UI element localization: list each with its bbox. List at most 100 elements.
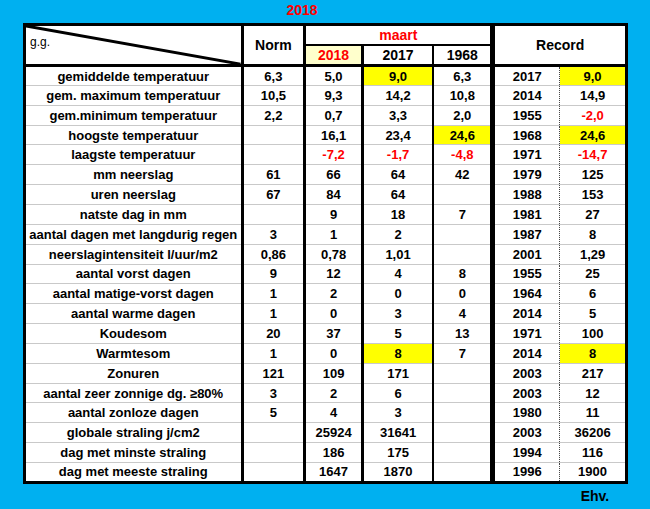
cell-y1968 xyxy=(433,383,493,403)
cell-rec_value: 125 xyxy=(560,165,627,185)
cell-y2018: 2 xyxy=(305,383,363,403)
cell-rec_value: 11 xyxy=(560,403,627,423)
column-header-1968: 1968 xyxy=(433,45,493,66)
cell-y1968: 24,6 xyxy=(433,125,493,145)
row-label: gem. maximum temperatuur xyxy=(25,85,243,105)
cell-y2017: 1870 xyxy=(362,462,433,482)
cell-rec_year: 1994 xyxy=(493,443,560,463)
table-row: gem. maximum temperatuur10,59,314,210,82… xyxy=(25,85,627,105)
row-label: Zonuren xyxy=(25,363,243,383)
cell-rec_value: 14,9 xyxy=(560,85,627,105)
cell-y2018: 25924 xyxy=(305,423,363,443)
cell-rec_year: 1971 xyxy=(493,324,560,344)
table-row: aantal dagen met langdurig regen31219878 xyxy=(25,224,627,244)
cell-norm: 1 xyxy=(242,343,305,363)
row-label: Koudesom xyxy=(25,324,243,344)
table-row: aantal zonloze dagen543198011 xyxy=(25,403,627,423)
cell-norm xyxy=(242,205,305,225)
row-label: aantal zeer zonnige dg. ≥80% xyxy=(25,383,243,403)
cell-y1968: 8 xyxy=(433,264,493,284)
cell-rec_year: 1964 xyxy=(493,284,560,304)
column-group-month: maart xyxy=(305,25,493,45)
cell-y1968 xyxy=(433,403,493,423)
cell-y2017: 14,2 xyxy=(362,85,433,105)
row-label: aantal vorst dagen xyxy=(25,264,243,284)
cell-y2017: 0 xyxy=(362,284,433,304)
table-row: aantal warme dagen103420145 xyxy=(25,304,627,324)
weather-report-page: { "title": "2018", "corner_label": "g.g.… xyxy=(0,0,650,509)
cell-norm: 0,86 xyxy=(242,244,305,264)
cell-y2018: 0,78 xyxy=(305,244,363,264)
cell-rec_value: 8 xyxy=(560,224,627,244)
cell-norm: 3 xyxy=(242,383,305,403)
cell-norm: 2,2 xyxy=(242,105,305,125)
cell-rec_year: 2003 xyxy=(493,383,560,403)
row-label: laagste temperatuur xyxy=(25,145,243,165)
cell-y2017: 1,01 xyxy=(362,244,433,264)
cell-y2018: 186 xyxy=(305,443,363,463)
cell-y1968 xyxy=(433,185,493,205)
table-row: laagste temperatuur-7,2-1,7-4,81971-14,7 xyxy=(25,145,627,165)
cell-y2017: 175 xyxy=(362,443,433,463)
cell-rec_year: 1971 xyxy=(493,145,560,165)
cell-rec_year: 2014 xyxy=(493,304,560,324)
table-row: dag met minste straling1861751994116 xyxy=(25,443,627,463)
cell-rec_value: 5 xyxy=(560,304,627,324)
cell-norm: 3 xyxy=(242,224,305,244)
table-row: neerslagintensiteit l/uur/m20,860,781,01… xyxy=(25,244,627,264)
cell-norm xyxy=(242,145,305,165)
page-title: 2018 xyxy=(0,2,604,18)
cell-y1968: 7 xyxy=(433,205,493,225)
cell-y2017: 2 xyxy=(362,224,433,244)
table-row: mm neerslag616664421979125 xyxy=(25,165,627,185)
cell-y1968 xyxy=(433,224,493,244)
cell-y2018: 9,3 xyxy=(305,85,363,105)
cell-rec_value: 36206 xyxy=(560,423,627,443)
cell-norm: 20 xyxy=(242,324,305,344)
corner-cell: g.g. xyxy=(25,25,243,66)
cell-rec_year: 1981 xyxy=(493,205,560,225)
cell-rec_year: 1988 xyxy=(493,185,560,205)
corner-label: g.g. xyxy=(30,35,50,49)
footer-label: Ehv. xyxy=(560,488,630,504)
cell-y1968: 42 xyxy=(433,165,493,185)
table-row: Zonuren1211091712003217 xyxy=(25,363,627,383)
cell-rec_value: 1,29 xyxy=(560,244,627,264)
row-label: globale straling j/cm2 xyxy=(25,423,243,443)
cell-rec_year: 2014 xyxy=(493,343,560,363)
cell-y2018: 84 xyxy=(305,185,363,205)
weather-stats-table: g.g. Norm maart Record 2018 2017 1968 ge… xyxy=(23,23,628,484)
cell-y2017: 8 xyxy=(362,343,433,363)
table-row: dag met meeste straling1647187019961900 xyxy=(25,462,627,482)
cell-y2017: 3 xyxy=(362,403,433,423)
cell-y2017: 5 xyxy=(362,324,433,344)
cell-y2018: 0 xyxy=(305,343,363,363)
cell-y1968: 10,8 xyxy=(433,85,493,105)
cell-y2017: 6 xyxy=(362,383,433,403)
cell-rec_value: 25 xyxy=(560,264,627,284)
cell-rec_value: 1900 xyxy=(560,462,627,482)
cell-y2018: 37 xyxy=(305,324,363,344)
cell-y2017: 9,0 xyxy=(362,66,433,86)
cell-y1968: 7 xyxy=(433,343,493,363)
cell-rec_year: 1979 xyxy=(493,165,560,185)
cell-y2018: -7,2 xyxy=(305,145,363,165)
row-label: Warmtesom xyxy=(25,343,243,363)
table-row: globale straling j/cm2259243164120033620… xyxy=(25,423,627,443)
cell-y1968 xyxy=(433,363,493,383)
cell-rec_value: 8 xyxy=(560,343,627,363)
row-label: hoogste temperatuur xyxy=(25,125,243,145)
cell-y2017: 64 xyxy=(362,165,433,185)
cell-rec_year: 1996 xyxy=(493,462,560,482)
cell-y2018: 5,0 xyxy=(305,66,363,86)
cell-y2017: 3 xyxy=(362,304,433,324)
cell-rec_value: -2,0 xyxy=(560,105,627,125)
cell-norm: 61 xyxy=(242,165,305,185)
cell-rec_value: 24,6 xyxy=(560,125,627,145)
cell-y2018: 9 xyxy=(305,205,363,225)
cell-norm: 10,5 xyxy=(242,85,305,105)
cell-y2017: 64 xyxy=(362,185,433,205)
table-row: hoogste temperatuur16,123,424,6196824,6 xyxy=(25,125,627,145)
cell-rec_value: 217 xyxy=(560,363,627,383)
row-label: mm neerslag xyxy=(25,165,243,185)
